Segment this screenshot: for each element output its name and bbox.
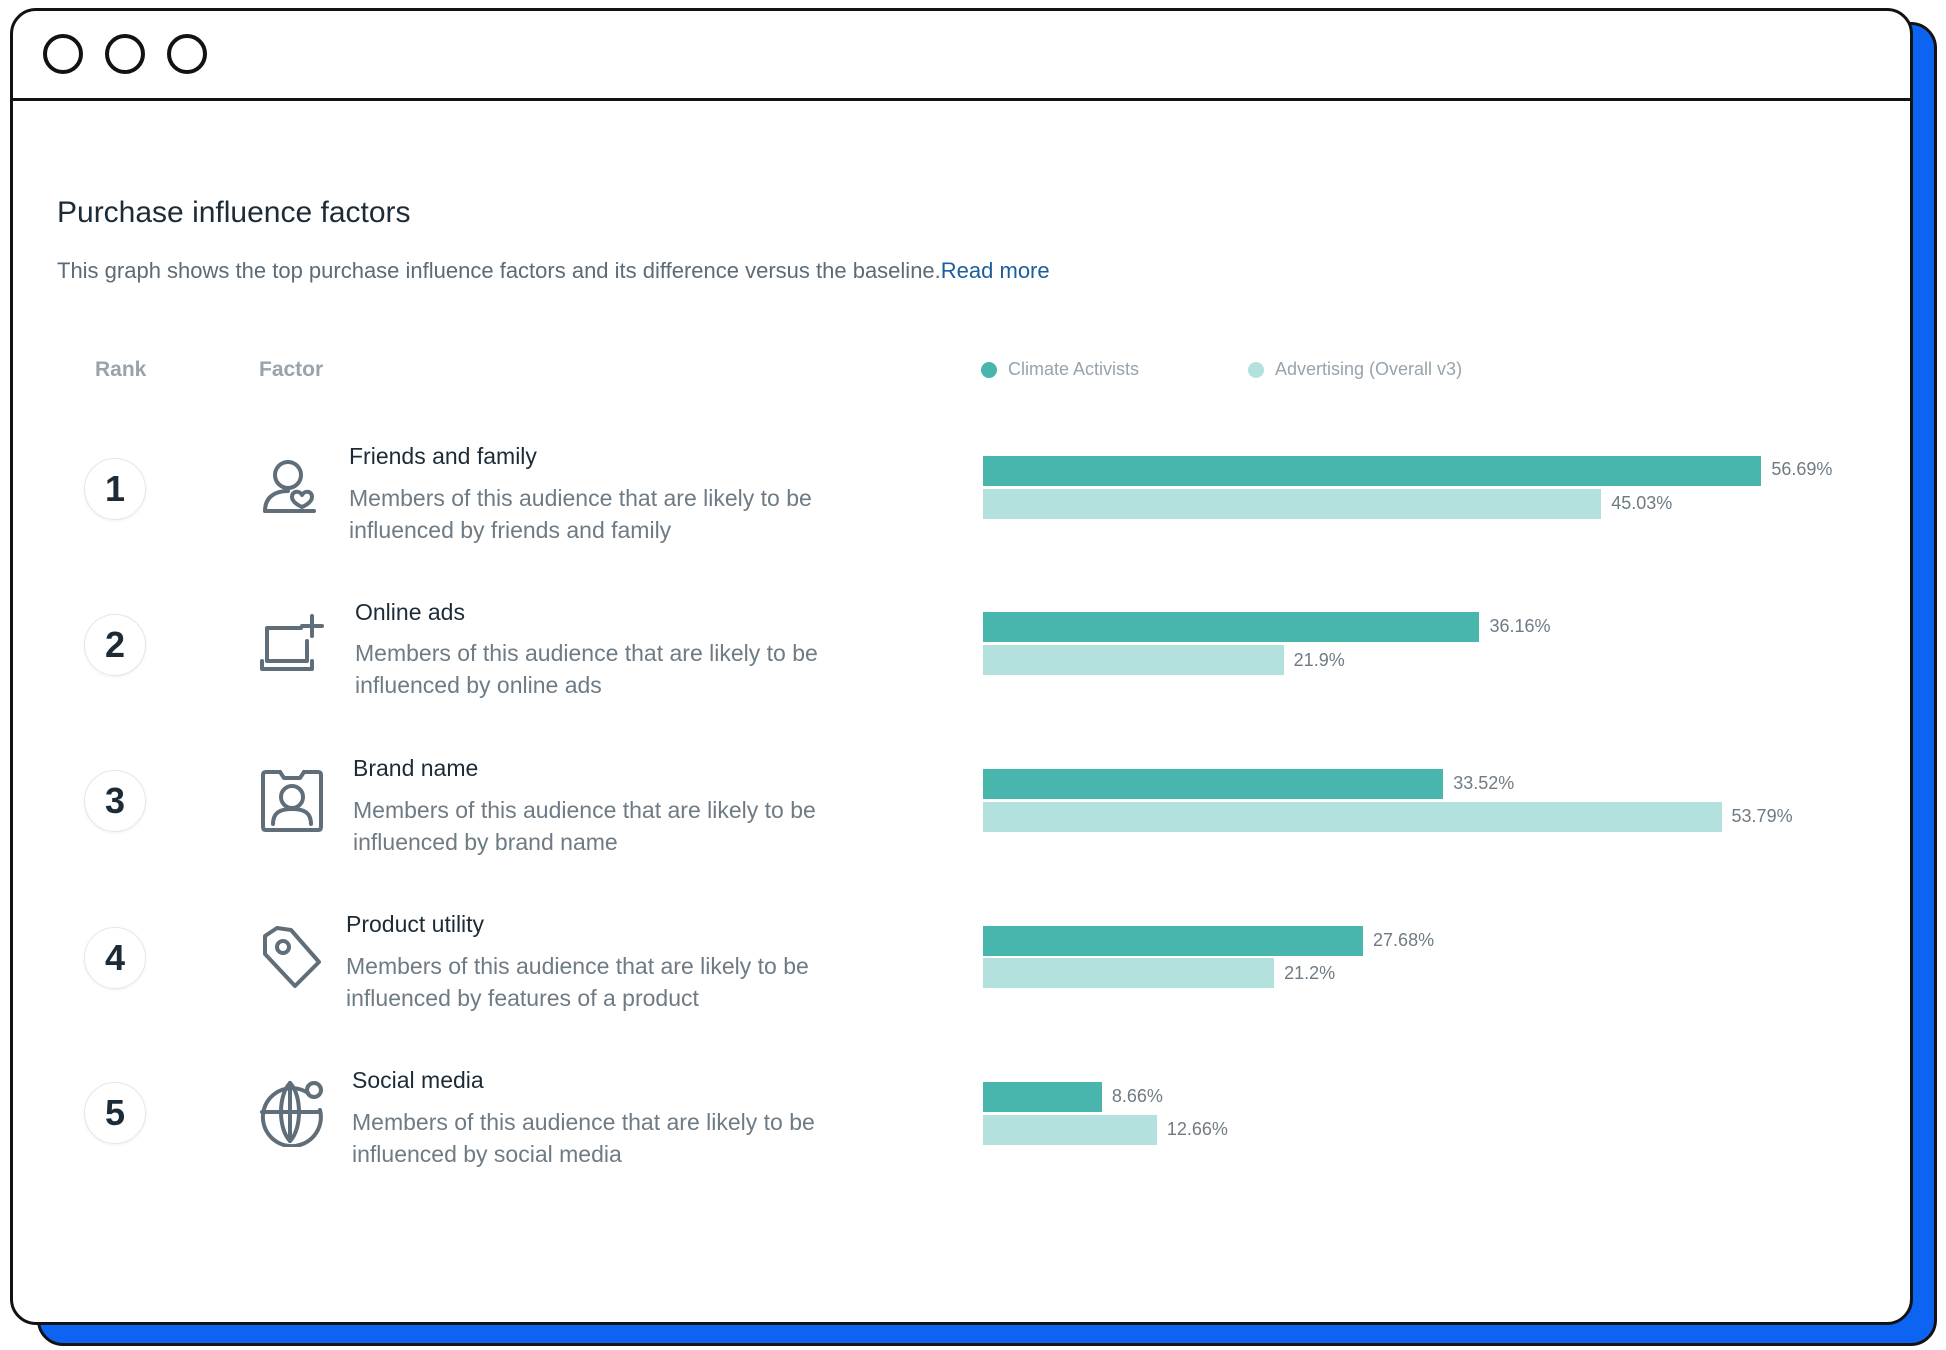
bar-label-primary: 27.68% xyxy=(1373,930,1435,950)
bar-label-baseline: 53.79% xyxy=(1731,806,1793,826)
laptop-plus-icon xyxy=(260,614,324,671)
bar-baseline xyxy=(983,802,1722,832)
factor-description: Members of this audience that are likely… xyxy=(352,1109,815,1167)
rank-badge: 1 xyxy=(84,458,146,520)
window-minimize-button[interactable] xyxy=(105,34,145,74)
bar-label-baseline: 12.66% xyxy=(1166,1119,1228,1139)
window-maximize-button[interactable] xyxy=(167,34,207,74)
legend-label-primary: Climate Activists xyxy=(1008,359,1140,379)
rank-badge: 3 xyxy=(84,770,146,832)
bar-primary xyxy=(983,769,1444,799)
bar-label-primary: 8.66% xyxy=(1111,1086,1163,1106)
factor-description: Members of this audience that are likely… xyxy=(346,953,809,1011)
person-heart-icon xyxy=(263,460,316,513)
bar-baseline xyxy=(983,645,1284,675)
bar-primary xyxy=(983,1082,1102,1112)
legend-item-primary: Climate Activists xyxy=(981,359,1139,380)
rank-badge: 4 xyxy=(84,927,146,989)
factor-description: Members of this audience that are likely… xyxy=(355,640,818,698)
bar-label-primary: 36.16% xyxy=(1489,616,1551,636)
bar-baseline xyxy=(983,489,1602,519)
bar-label-primary: 56.69% xyxy=(1771,459,1833,479)
bar-label-baseline: 45.03% xyxy=(1611,493,1673,513)
bar-baseline xyxy=(983,958,1275,988)
bar-primary xyxy=(983,456,1762,486)
badge-person-icon xyxy=(261,770,323,832)
legend-label-baseline: Advertising (Overall v3) xyxy=(1275,359,1463,379)
factor-title: Friends and family xyxy=(349,443,537,469)
factor-title: Social media xyxy=(352,1067,484,1093)
legend-item-baseline: Advertising (Overall v3) xyxy=(1248,359,1462,380)
factor-column-header: Factor xyxy=(259,358,324,381)
legend-swatch-baseline xyxy=(1248,361,1264,378)
title-bar xyxy=(13,11,1910,101)
factor-description: Members of this audience that are likely… xyxy=(349,485,812,543)
factor-description: Members of this audience that are likely… xyxy=(353,797,816,855)
rank-badge: 2 xyxy=(84,614,146,676)
price-tag-icon xyxy=(263,926,321,988)
factor-title: Brand name xyxy=(353,755,479,781)
bar-primary xyxy=(983,926,1364,956)
page-subtitle: This graph shows the top purchase influe… xyxy=(57,258,1050,284)
read-more-link[interactable]: Read more xyxy=(940,258,1050,283)
bar-label-baseline: 21.2% xyxy=(1284,963,1336,983)
subtitle-text: This graph shows the top purchase influe… xyxy=(57,258,941,283)
bar-baseline xyxy=(983,1115,1157,1145)
factor-title: Product utility xyxy=(346,911,485,937)
bar-label-baseline: 21.9% xyxy=(1293,650,1345,670)
rank-badge: 5 xyxy=(84,1082,146,1144)
page-title: Purchase influence factors xyxy=(57,196,411,229)
factor-title: Online ads xyxy=(355,599,465,625)
legend-swatch-primary xyxy=(981,361,997,378)
window-close-button[interactable] xyxy=(43,34,83,74)
bar-primary xyxy=(983,612,1480,642)
rank-column-header: Rank xyxy=(95,358,147,381)
globe-icon xyxy=(260,1081,323,1147)
browser-window xyxy=(10,8,1913,1325)
bar-label-primary: 33.52% xyxy=(1453,773,1515,793)
